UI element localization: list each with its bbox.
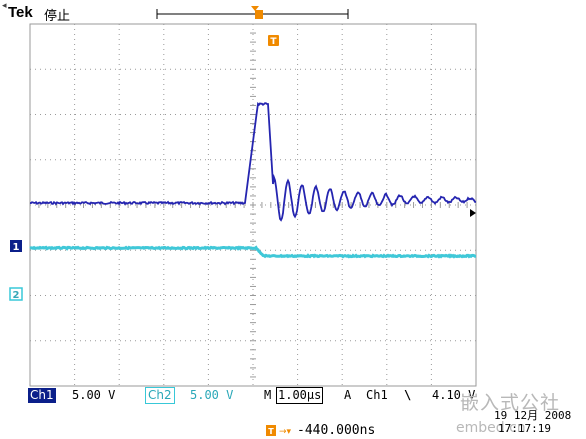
date-readout: 19 12月 2008 <box>494 409 572 422</box>
brand-logo: Tek <box>8 4 33 21</box>
trigger-position: -440.000ns <box>297 423 376 438</box>
time-readout: 17:17:19 <box>498 422 551 435</box>
trigger-source: Ch1 <box>366 388 388 402</box>
timebase-value: 1.00µs <box>276 387 324 404</box>
trigger-position-marker-icon: T →▾ <box>266 425 292 437</box>
svg-text:→▾: →▾ <box>279 427 292 437</box>
watermark-domain: embed.cn <box>456 420 526 436</box>
trigger-mode: A <box>344 388 352 402</box>
graticule <box>29 23 477 387</box>
ch1-scale: 5.00 V <box>72 388 116 402</box>
trigger-level: 4.10 V <box>432 388 476 402</box>
ch2-label: Ch2 <box>145 387 175 404</box>
svg-text:T: T <box>268 427 274 436</box>
trigger-down-arrow-icon <box>251 6 259 11</box>
svg-text:T: T <box>270 37 277 47</box>
watermark-text: 嵌入式公社 <box>460 392 561 414</box>
trigger-level-icon <box>470 209 476 217</box>
ch2-scale: 5.00 V <box>190 388 234 402</box>
acquisition-status: 停止 <box>44 8 71 23</box>
trigger-position-icon <box>255 10 263 19</box>
svg-text:1: 1 <box>13 242 20 253</box>
timebase-prefix: M <box>264 388 272 402</box>
ch1-ground-marker: 1 <box>10 240 22 253</box>
ch2-trace <box>29 245 476 259</box>
svg-text:2: 2 <box>13 290 20 301</box>
ch1-trace <box>29 102 477 222</box>
record-bracket <box>156 6 349 19</box>
trigger-slope-icon: \ <box>404 388 412 402</box>
ch1-label: Ch1 <box>28 388 56 403</box>
trigger-marker-icon: T <box>268 35 279 47</box>
left-arrow-icon: ◂ <box>2 0 7 10</box>
ch2-ground-marker: 2 <box>9 287 23 301</box>
